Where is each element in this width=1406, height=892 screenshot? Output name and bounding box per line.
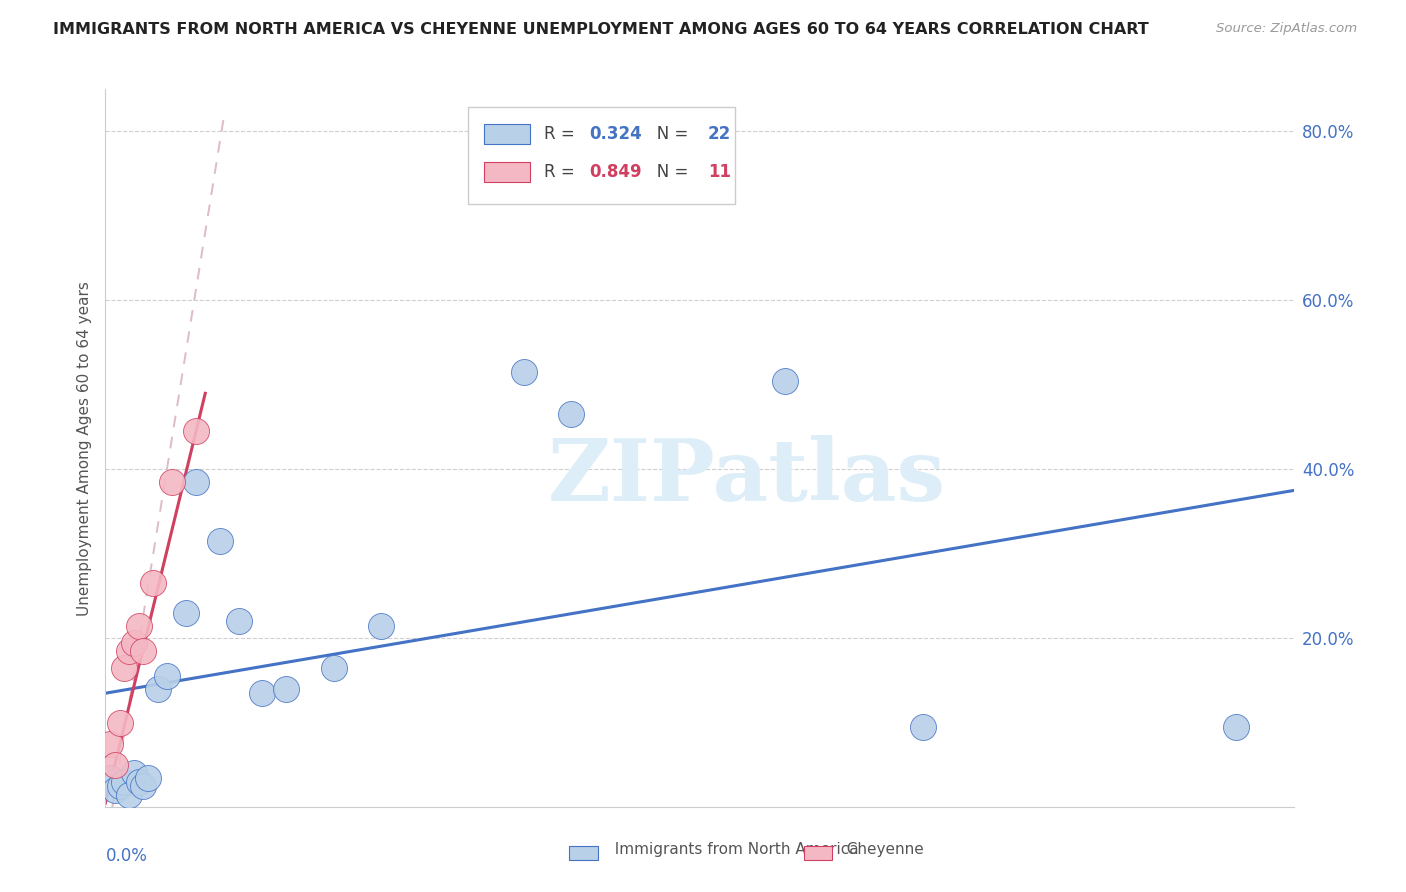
Text: Cheyenne: Cheyenne [837, 842, 924, 856]
Point [122, 766, 145, 780]
Text: 22: 22 [707, 126, 731, 144]
Point [160, 475, 183, 489]
Point [322, 661, 344, 675]
Point [184, 425, 207, 439]
Point [108, 779, 131, 793]
Point [128, 618, 150, 632]
Text: Immigrants from North America: Immigrants from North America [605, 842, 858, 856]
Point [108, 715, 131, 730]
Text: IMMIGRANTS FROM NORTH AMERICA VS CHEYENNE UNEMPLOYMENT AMONG AGES 60 TO 64 YEARS: IMMIGRANTS FROM NORTH AMERICA VS CHEYENN… [53, 22, 1149, 37]
FancyBboxPatch shape [485, 161, 530, 182]
Text: 11: 11 [707, 162, 731, 181]
Point [142, 576, 165, 591]
Point [208, 534, 231, 549]
Point [132, 644, 155, 658]
Point [114, 661, 136, 675]
FancyBboxPatch shape [468, 107, 735, 204]
Point [136, 771, 159, 785]
Point [128, 775, 150, 789]
Point [114, 775, 136, 789]
Point [184, 475, 207, 489]
Point [274, 681, 297, 696]
Text: 0.849: 0.849 [589, 162, 641, 181]
Text: Source: ZipAtlas.com: Source: ZipAtlas.com [1216, 22, 1357, 36]
Point [104, 783, 127, 797]
Point [252, 686, 274, 700]
Text: R =: R = [544, 126, 579, 144]
Point [118, 644, 141, 658]
Point [118, 788, 141, 802]
Point [773, 374, 796, 388]
Point [1225, 720, 1247, 734]
Y-axis label: Unemployment Among Ages 60 to 64 years: Unemployment Among Ages 60 to 64 years [76, 281, 91, 615]
Point [228, 615, 250, 629]
Point [560, 408, 582, 422]
Point [174, 606, 197, 620]
Point [512, 365, 534, 379]
Point [156, 669, 179, 683]
Point [98, 737, 121, 751]
Text: 0.324: 0.324 [589, 126, 641, 144]
Point [146, 681, 169, 696]
FancyBboxPatch shape [485, 124, 530, 145]
Point [98, 771, 121, 785]
Text: N =: N = [641, 162, 695, 181]
Point [132, 779, 155, 793]
Point [122, 635, 145, 649]
Text: R =: R = [544, 162, 579, 181]
Point [911, 720, 934, 734]
Point [370, 618, 392, 632]
Point [104, 758, 127, 772]
Text: 0.0%: 0.0% [105, 847, 148, 864]
Text: ZIPatlas: ZIPatlas [548, 435, 946, 519]
Text: N =: N = [641, 126, 695, 144]
